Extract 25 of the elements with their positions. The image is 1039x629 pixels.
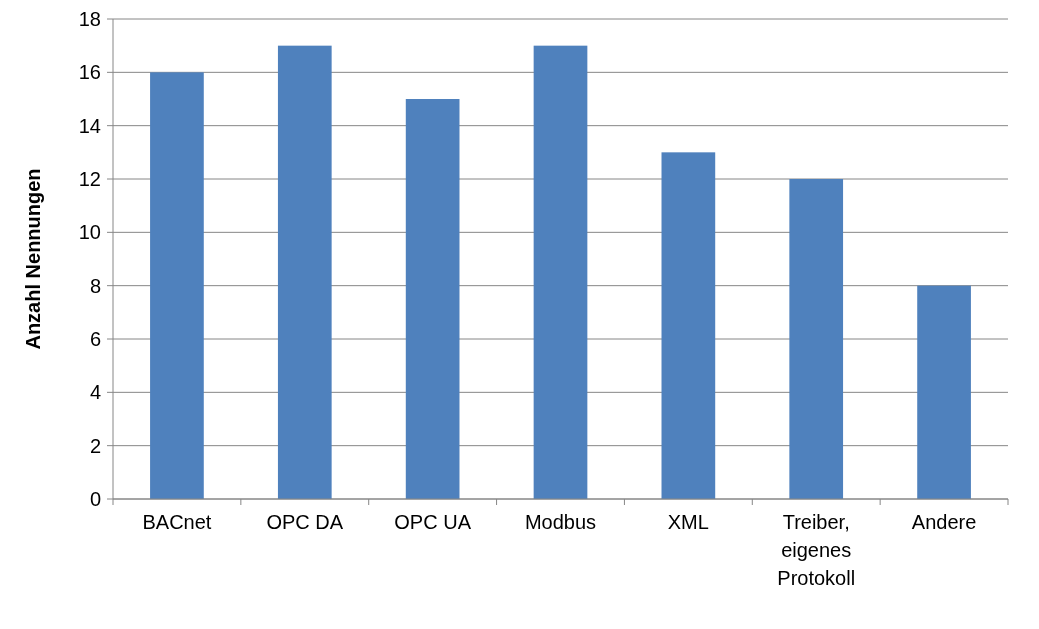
y-tick-label: 6: [89, 328, 101, 350]
x-tick-label: Andere: [911, 511, 977, 533]
bar: [789, 179, 844, 499]
y-tick-label: 10: [78, 221, 101, 244]
x-tick-label: Modbus: [524, 511, 597, 533]
y-tick-label: 0: [89, 488, 101, 510]
y-tick-label: 8: [89, 274, 101, 297]
bar: [150, 72, 204, 499]
x-tick-label: OPC UA: [394, 511, 472, 533]
bar: [661, 152, 716, 499]
y-tick-label: 16: [78, 61, 101, 84]
bar: [277, 45, 332, 499]
bar: [917, 285, 971, 499]
x-tick-label: XML: [667, 511, 709, 533]
y-tick-label: 18: [78, 8, 101, 30]
x-tick-label: BACnet: [142, 511, 212, 533]
bar: [405, 99, 460, 499]
x-tick-label: Treiber, eigenes Protokoll: [777, 511, 856, 589]
x-tick-label: OPC DA: [266, 511, 344, 533]
y-tick-label: 4: [89, 381, 101, 404]
y-axis-title: Anzahl Nennungen: [22, 168, 44, 350]
y-tick-label: 14: [78, 114, 101, 137]
y-tick-label: 12: [78, 168, 101, 190]
y-tick-label: 2: [89, 434, 101, 457]
bar: [533, 45, 588, 499]
